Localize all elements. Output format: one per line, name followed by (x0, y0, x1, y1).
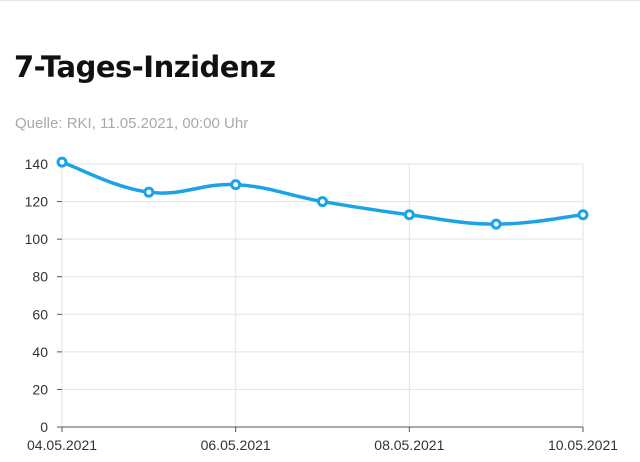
y-tick-label: 40 (32, 344, 48, 360)
source-note: Quelle: RKI, 11.05.2021, 00:00 Uhr (15, 115, 249, 132)
y-tick-label: 80 (32, 269, 48, 285)
x-tick-label: 10.05.2021 (548, 437, 618, 453)
series (56, 156, 589, 230)
tick-labels: 0 20 40 60 80 100 120 140 04.05.2021 06.05.2021 08… (25, 156, 619, 453)
data-point[interactable] (230, 179, 242, 191)
data-point[interactable] (317, 196, 328, 208)
y-tick-label: 60 (32, 306, 48, 322)
x-tick-label: 04.05.2021 (27, 437, 97, 453)
data-point[interactable] (56, 156, 68, 168)
y-tick-label: 0 (40, 419, 48, 435)
y-tick-label: 20 (32, 381, 48, 397)
data-point[interactable] (577, 209, 589, 221)
data-point[interactable] (490, 218, 502, 230)
y-tick-label: 140 (25, 156, 49, 172)
y-tick-label: 100 (25, 231, 49, 247)
data-point[interactable] (143, 186, 155, 198)
x-tick-label: 08.05.2021 (374, 437, 444, 453)
data-point[interactable] (403, 209, 415, 221)
series-line (60, 160, 585, 226)
page-title: 7-Tages-Inzidenz (14, 50, 276, 84)
y-tick-label: 120 (25, 194, 49, 210)
x-tick-label: 06.05.2021 (201, 437, 271, 453)
top-divider (0, 0, 640, 1)
